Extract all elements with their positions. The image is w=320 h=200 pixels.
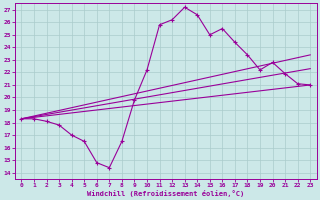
- X-axis label: Windchill (Refroidissement éolien,°C): Windchill (Refroidissement éolien,°C): [87, 190, 244, 197]
